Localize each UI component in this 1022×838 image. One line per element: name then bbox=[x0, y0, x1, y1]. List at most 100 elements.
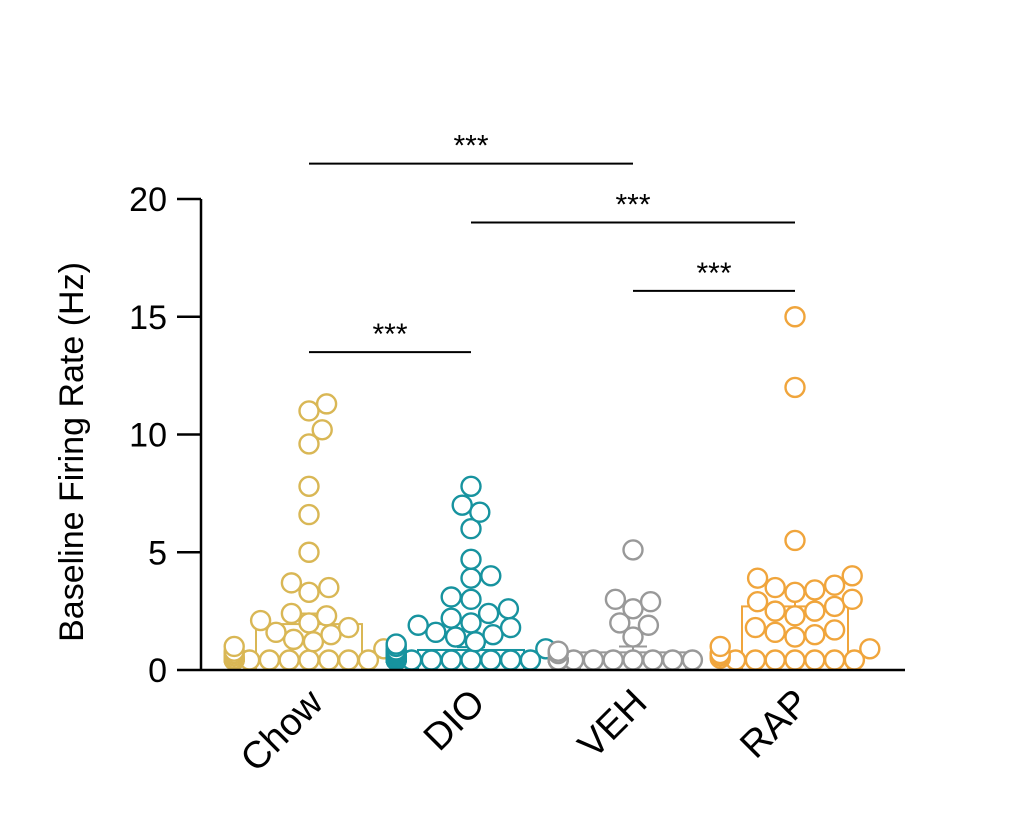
data-point-dio bbox=[425, 621, 447, 644]
data-point-rap bbox=[764, 649, 786, 671]
category-label-veh: VEH bbox=[570, 682, 655, 767]
data-point-rap bbox=[804, 623, 826, 646]
data-point-veh bbox=[622, 598, 644, 620]
data-point-dio bbox=[460, 612, 482, 634]
data-point-chow bbox=[249, 609, 272, 632]
data-point-chow bbox=[311, 419, 333, 441]
data-point-rap bbox=[784, 581, 806, 603]
data-point-chow bbox=[337, 616, 360, 639]
data-point-chow bbox=[298, 541, 320, 563]
data-point-dio bbox=[444, 626, 467, 648]
data-point-dio bbox=[440, 607, 462, 629]
y-tick-label: 15 bbox=[129, 299, 167, 337]
data-point-rap bbox=[746, 591, 769, 613]
data-point-rap bbox=[764, 600, 786, 622]
data-point-rap bbox=[804, 579, 826, 601]
data-point-dio bbox=[477, 602, 500, 625]
category-label-chow: Chow bbox=[233, 681, 332, 780]
data-point-veh bbox=[637, 614, 660, 636]
data-point-rap bbox=[823, 649, 846, 671]
y-tick-label: 5 bbox=[148, 534, 167, 572]
data-point-rap bbox=[784, 376, 806, 399]
data-point-rap bbox=[764, 621, 786, 644]
data-point-veh bbox=[661, 649, 684, 671]
data-point-veh bbox=[604, 588, 627, 611]
data-point-dio bbox=[460, 588, 482, 611]
data-point-rap bbox=[784, 649, 806, 671]
data-point-chow bbox=[298, 649, 320, 671]
data-point-chow bbox=[298, 503, 320, 526]
data-point-dio bbox=[420, 649, 443, 671]
y-tick-label: 0 bbox=[148, 652, 167, 690]
data-point-veh bbox=[622, 539, 644, 561]
data-point-dio bbox=[460, 649, 482, 671]
data-point-veh bbox=[622, 626, 644, 648]
data-point-rap bbox=[744, 616, 767, 639]
data-point-dio bbox=[497, 598, 520, 620]
category-labels: Chow DIO VEH RAP bbox=[233, 681, 817, 780]
y-axis-title: Baseline Firing Rate (Hz) bbox=[53, 262, 91, 642]
data-point-dio bbox=[469, 501, 491, 523]
data-point-dio bbox=[499, 616, 522, 639]
data-point-veh bbox=[547, 640, 569, 662]
data-point-chow bbox=[278, 649, 300, 671]
data-point-dio bbox=[460, 475, 482, 498]
data-point-chow bbox=[280, 572, 303, 594]
data-point-veh bbox=[642, 649, 664, 671]
data-point-veh bbox=[609, 612, 631, 634]
data-point-chow bbox=[337, 649, 360, 671]
significance-label: *** bbox=[615, 189, 650, 222]
category-label-dio: DIO bbox=[416, 682, 493, 759]
data-point-chow bbox=[318, 649, 340, 671]
data-point-veh bbox=[582, 649, 605, 671]
data-point-dio bbox=[385, 633, 407, 655]
data-point-chow bbox=[298, 475, 320, 498]
data-point-rap bbox=[823, 595, 846, 618]
points-layer bbox=[223, 306, 881, 671]
y-tick-label: 10 bbox=[129, 417, 167, 455]
data-point-dio bbox=[464, 631, 487, 653]
data-point-rap bbox=[784, 529, 806, 552]
significance-brackets: *** *** *** *** bbox=[309, 130, 795, 354]
data-point-rap bbox=[804, 600, 826, 622]
data-point-dio bbox=[440, 586, 462, 608]
data-point-rap bbox=[744, 649, 767, 671]
data-point-rap bbox=[841, 565, 863, 587]
data-point-rap bbox=[804, 649, 826, 671]
y-ticks: 0 5 10 15 20 bbox=[129, 181, 201, 690]
data-point-chow bbox=[298, 400, 320, 422]
data-point-rap bbox=[764, 576, 786, 599]
data-point-rap bbox=[709, 635, 731, 658]
data-point-chow bbox=[315, 393, 338, 415]
data-point-rap bbox=[784, 306, 806, 328]
significance-label: *** bbox=[453, 130, 488, 163]
data-point-dio bbox=[499, 649, 522, 671]
data-point-dio bbox=[407, 614, 429, 636]
data-point-chow bbox=[320, 623, 342, 646]
data-point-chow bbox=[223, 635, 245, 658]
category-label-rap: RAP bbox=[732, 682, 817, 767]
data-point-rap bbox=[859, 638, 881, 660]
significance-label: *** bbox=[372, 318, 407, 351]
data-point-veh bbox=[681, 649, 704, 671]
y-tick-label: 20 bbox=[129, 181, 167, 219]
data-point-rap bbox=[823, 574, 846, 596]
data-point-chow bbox=[298, 581, 320, 603]
data-point-dio bbox=[451, 494, 473, 516]
data-point-chow bbox=[298, 433, 320, 455]
data-point-veh bbox=[639, 591, 662, 613]
data-point-chow bbox=[318, 576, 340, 599]
data-point-chow bbox=[282, 628, 305, 651]
significance-label: *** bbox=[696, 257, 731, 290]
data-point-veh bbox=[602, 649, 624, 671]
data-point-chow bbox=[298, 612, 320, 634]
data-point-dio bbox=[480, 649, 502, 671]
data-point-dio bbox=[460, 567, 482, 589]
data-point-chow bbox=[265, 621, 287, 644]
data-point-chow bbox=[315, 605, 338, 627]
data-point-rap bbox=[746, 567, 769, 589]
data-point-chow bbox=[258, 649, 281, 671]
data-point-dio bbox=[480, 565, 502, 587]
data-point-rap bbox=[841, 588, 863, 611]
